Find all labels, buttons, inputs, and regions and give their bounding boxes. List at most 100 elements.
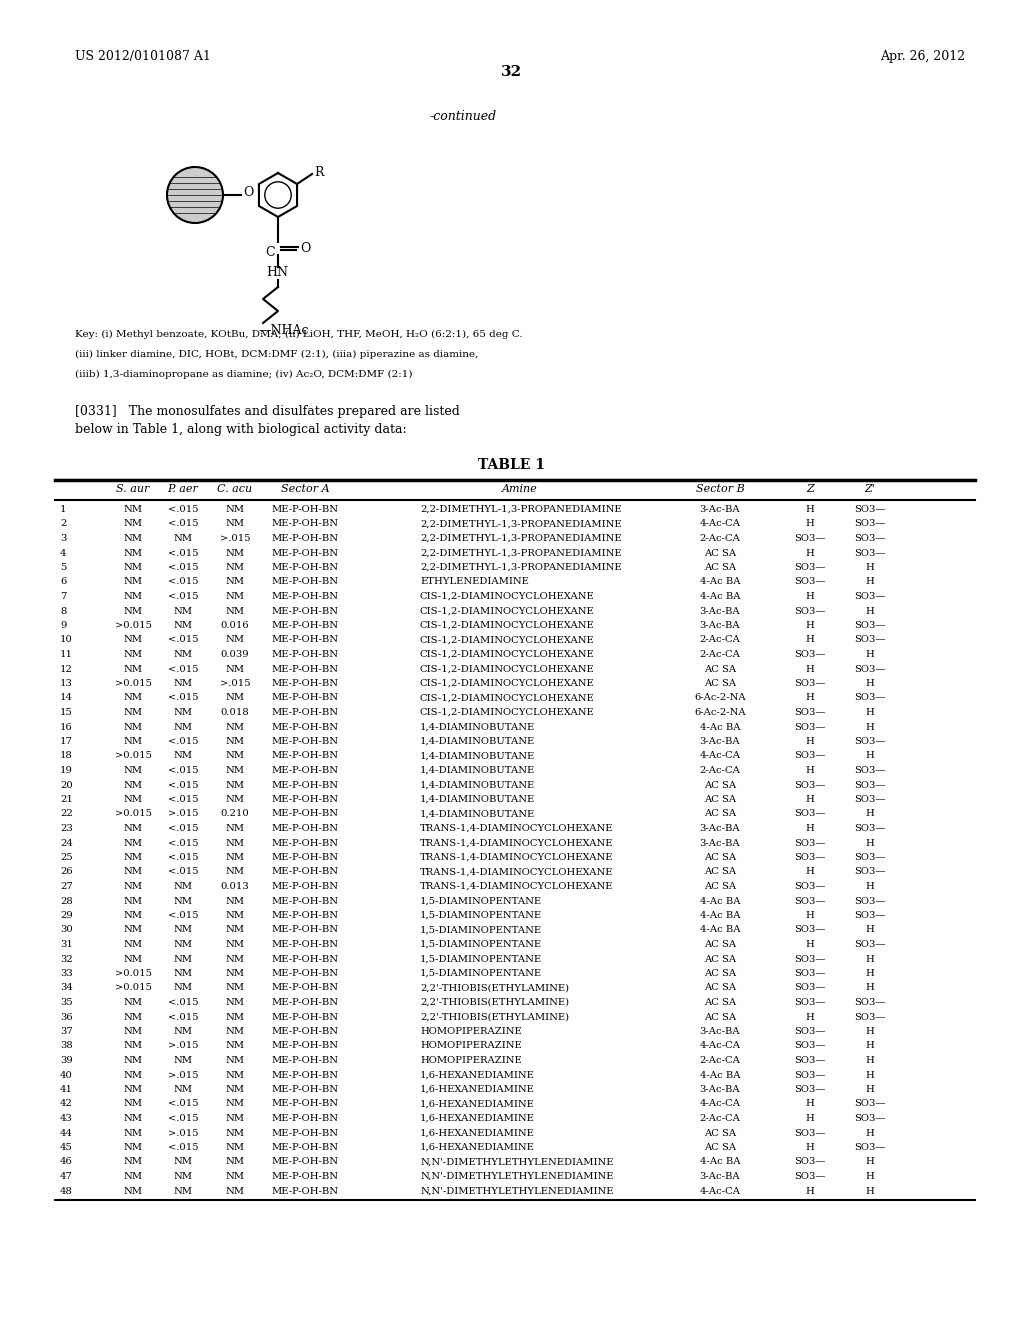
Text: SO3—: SO3— bbox=[854, 795, 886, 804]
Text: NM: NM bbox=[124, 1085, 142, 1094]
Text: 1,5-DIAMINOPENTANE: 1,5-DIAMINOPENTANE bbox=[420, 969, 542, 978]
Text: SO3—: SO3— bbox=[795, 564, 825, 572]
Text: 38: 38 bbox=[60, 1041, 73, 1051]
Text: ME-P-OH-BN: ME-P-OH-BN bbox=[271, 867, 339, 876]
Text: ME-P-OH-BN: ME-P-OH-BN bbox=[271, 838, 339, 847]
Text: P. aer: P. aer bbox=[168, 484, 199, 494]
Text: NM: NM bbox=[225, 722, 245, 731]
Text: ME-P-OH-BN: ME-P-OH-BN bbox=[271, 940, 339, 949]
Text: >0.015: >0.015 bbox=[115, 809, 152, 818]
Text: <.015: <.015 bbox=[168, 1100, 199, 1109]
Text: 2-Ac-CA: 2-Ac-CA bbox=[699, 649, 740, 659]
Text: 0.016: 0.016 bbox=[221, 620, 249, 630]
Text: SO3—: SO3— bbox=[854, 535, 886, 543]
Text: NM: NM bbox=[124, 693, 142, 702]
Text: AC SA: AC SA bbox=[703, 853, 736, 862]
Text: 13: 13 bbox=[60, 678, 73, 688]
Text: <.015: <.015 bbox=[168, 564, 199, 572]
Text: NM: NM bbox=[124, 737, 142, 746]
Text: NM: NM bbox=[173, 708, 193, 717]
Text: AC SA: AC SA bbox=[703, 678, 736, 688]
Text: H: H bbox=[806, 693, 814, 702]
Text: 1,5-DIAMINOPENTANE: 1,5-DIAMINOPENTANE bbox=[420, 925, 542, 935]
Text: 1,5-DIAMINOPENTANE: 1,5-DIAMINOPENTANE bbox=[420, 896, 542, 906]
Text: 1,6-HEXANEDIAMINE: 1,6-HEXANEDIAMINE bbox=[420, 1071, 535, 1080]
Text: 6: 6 bbox=[60, 578, 67, 586]
Text: ME-P-OH-BN: ME-P-OH-BN bbox=[271, 708, 339, 717]
Text: NM: NM bbox=[225, 925, 245, 935]
Text: Key: (i) Methyl benzoate, KOtBu, DMA; (ii) LiOH, THF, MeOH, H₂O (6:2:1), 65 deg : Key: (i) Methyl benzoate, KOtBu, DMA; (i… bbox=[75, 330, 522, 339]
Text: 23: 23 bbox=[60, 824, 73, 833]
Text: H: H bbox=[806, 1187, 814, 1196]
Text: CIS-1,2-DIAMINOCYCLOHEXANE: CIS-1,2-DIAMINOCYCLOHEXANE bbox=[420, 693, 595, 702]
Text: NM: NM bbox=[124, 1158, 142, 1167]
Text: 43: 43 bbox=[60, 1114, 73, 1123]
Text: ME-P-OH-BN: ME-P-OH-BN bbox=[271, 954, 339, 964]
Text: NM: NM bbox=[124, 649, 142, 659]
Text: 0.018: 0.018 bbox=[220, 708, 250, 717]
Text: SO3—: SO3— bbox=[795, 969, 825, 978]
Text: H: H bbox=[865, 564, 874, 572]
Text: 22: 22 bbox=[60, 809, 73, 818]
Text: NM: NM bbox=[225, 693, 245, 702]
Text: below in Table 1, along with biological activity data:: below in Table 1, along with biological … bbox=[75, 422, 407, 436]
Text: 6-Ac-2-NA: 6-Ac-2-NA bbox=[694, 708, 745, 717]
Text: H: H bbox=[865, 1129, 874, 1138]
Text: NM: NM bbox=[124, 838, 142, 847]
Text: 21: 21 bbox=[60, 795, 73, 804]
Text: SO3—: SO3— bbox=[854, 1143, 886, 1152]
Text: NM: NM bbox=[225, 824, 245, 833]
Text: ME-P-OH-BN: ME-P-OH-BN bbox=[271, 664, 339, 673]
Text: 2-Ac-CA: 2-Ac-CA bbox=[699, 1114, 740, 1123]
Text: SO3—: SO3— bbox=[795, 954, 825, 964]
Text: 1,6-HEXANEDIAMINE: 1,6-HEXANEDIAMINE bbox=[420, 1114, 535, 1123]
Text: 41: 41 bbox=[60, 1085, 73, 1094]
Text: 1,4-DIAMINOBUTANE: 1,4-DIAMINOBUTANE bbox=[420, 722, 536, 731]
Text: NM: NM bbox=[124, 1041, 142, 1051]
Text: 9: 9 bbox=[60, 620, 67, 630]
Text: 1: 1 bbox=[60, 506, 67, 513]
Text: ME-P-OH-BN: ME-P-OH-BN bbox=[271, 896, 339, 906]
Text: TRANS-1,4-DIAMINOCYCLOHEXANE: TRANS-1,4-DIAMINOCYCLOHEXANE bbox=[420, 867, 613, 876]
Text: ME-P-OH-BN: ME-P-OH-BN bbox=[271, 1041, 339, 1051]
Text: NM: NM bbox=[124, 867, 142, 876]
Text: H: H bbox=[806, 737, 814, 746]
Text: >0.015: >0.015 bbox=[115, 678, 152, 688]
Text: 2-Ac-CA: 2-Ac-CA bbox=[699, 635, 740, 644]
Text: 42: 42 bbox=[60, 1100, 73, 1109]
Text: (iii) linker diamine, DIC, HOBt, DCM:DMF (2:1), (iiia) piperazine as diamine,: (iii) linker diamine, DIC, HOBt, DCM:DMF… bbox=[75, 350, 478, 359]
Text: ETHYLENEDIAMINE: ETHYLENEDIAMINE bbox=[420, 578, 528, 586]
Text: SO3—: SO3— bbox=[795, 1056, 825, 1065]
Text: NM: NM bbox=[124, 591, 142, 601]
Text: ME-P-OH-BN: ME-P-OH-BN bbox=[271, 766, 339, 775]
Text: SO3—: SO3— bbox=[795, 983, 825, 993]
Text: 2,2-DIMETHYL-1,3-PROPANEDIAMINE: 2,2-DIMETHYL-1,3-PROPANEDIAMINE bbox=[420, 549, 622, 557]
Text: SO3—: SO3— bbox=[854, 1114, 886, 1123]
Text: SO3—: SO3— bbox=[795, 1041, 825, 1051]
Text: H: H bbox=[865, 1041, 874, 1051]
Text: TRANS-1,4-DIAMINOCYCLOHEXANE: TRANS-1,4-DIAMINOCYCLOHEXANE bbox=[420, 824, 613, 833]
Text: CIS-1,2-DIAMINOCYCLOHEXANE: CIS-1,2-DIAMINOCYCLOHEXANE bbox=[420, 678, 595, 688]
Text: NM: NM bbox=[173, 620, 193, 630]
Text: 1,6-HEXANEDIAMINE: 1,6-HEXANEDIAMINE bbox=[420, 1129, 535, 1138]
Text: SO3—: SO3— bbox=[854, 549, 886, 557]
Text: 4-Ac-CA: 4-Ac-CA bbox=[699, 1041, 740, 1051]
Text: ME-P-OH-BN: ME-P-OH-BN bbox=[271, 520, 339, 528]
Text: >.015: >.015 bbox=[220, 535, 250, 543]
Text: NM: NM bbox=[124, 578, 142, 586]
Text: NM: NM bbox=[124, 1100, 142, 1109]
Text: H: H bbox=[806, 635, 814, 644]
Text: NM: NM bbox=[225, 591, 245, 601]
Text: 7: 7 bbox=[60, 591, 67, 601]
Text: 18: 18 bbox=[60, 751, 73, 760]
Text: 1,6-HEXANEDIAMINE: 1,6-HEXANEDIAMINE bbox=[420, 1100, 535, 1109]
Text: SO3—: SO3— bbox=[854, 635, 886, 644]
Text: >.015: >.015 bbox=[168, 809, 199, 818]
Text: 30: 30 bbox=[60, 925, 73, 935]
Text: AC SA: AC SA bbox=[703, 969, 736, 978]
Text: <.015: <.015 bbox=[168, 664, 199, 673]
Text: SO3—: SO3— bbox=[854, 620, 886, 630]
Text: H: H bbox=[865, 1158, 874, 1167]
Text: Sector A: Sector A bbox=[281, 484, 330, 494]
Text: SO3—: SO3— bbox=[795, 896, 825, 906]
